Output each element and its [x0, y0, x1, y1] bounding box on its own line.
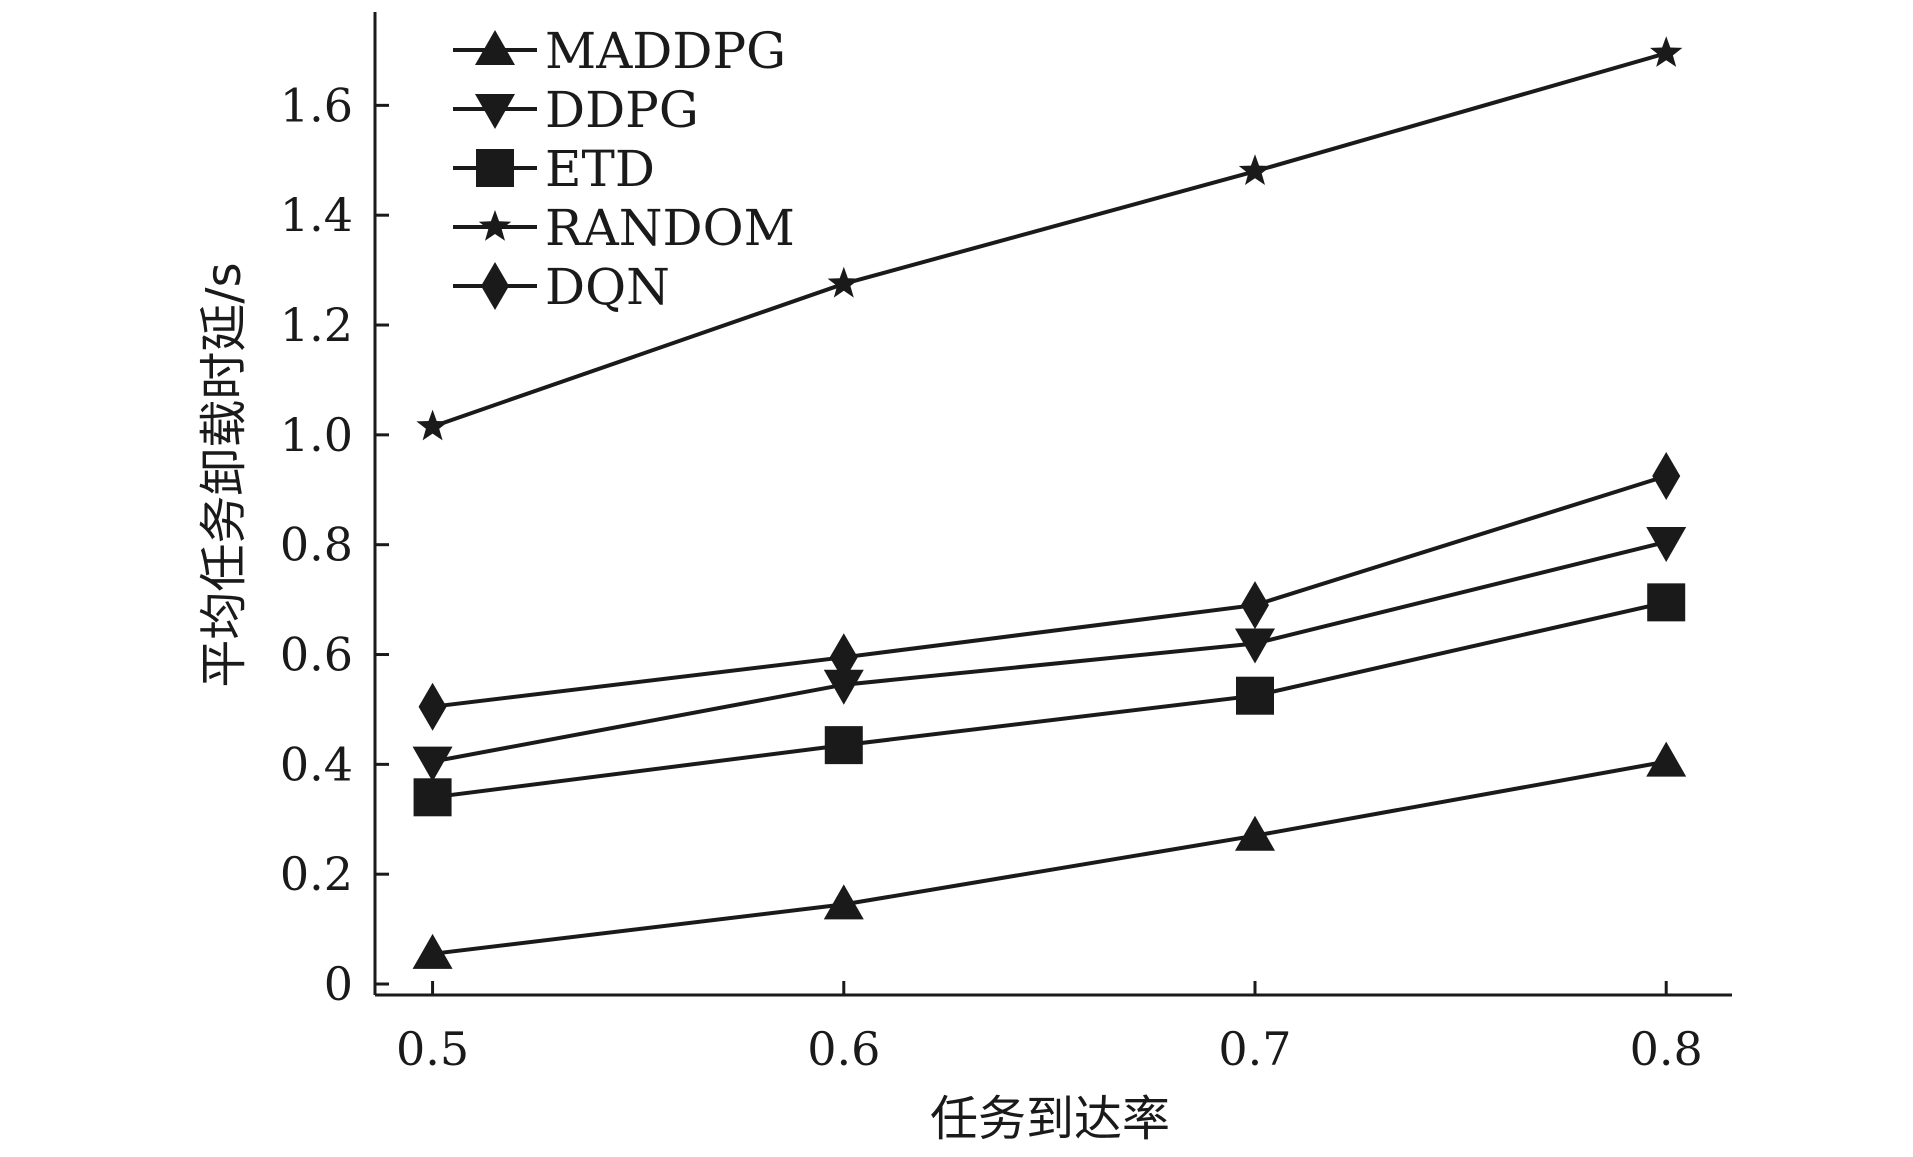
x-tick-label: 0.7: [1218, 1022, 1291, 1076]
data-point-ddpg: [1646, 526, 1687, 562]
legend-item-maddpg: MADDPG: [453, 22, 786, 80]
legend-marker-maddpg: [475, 30, 515, 65]
data-point-dqn: [829, 633, 858, 682]
series-ddpg: [412, 526, 1687, 782]
data-point-etd: [1235, 676, 1274, 715]
legend-label-random: RANDOM: [545, 199, 795, 257]
series-line-dqn: [432, 474, 1667, 709]
y-tick-label: 0.4: [280, 737, 353, 791]
legend-label-dqn: DQN: [545, 258, 670, 316]
legend-marker-etd: [476, 149, 514, 187]
data-point-random: [1238, 154, 1272, 185]
chart-series: [412, 36, 1687, 969]
legend-label-ddpg: DDPG: [545, 81, 699, 139]
data-point-etd: [413, 778, 452, 817]
data-point-ddpg: [412, 746, 453, 782]
y-tick-label: 0: [324, 957, 353, 1011]
data-point-random: [1650, 36, 1683, 67]
series-dqn: [418, 452, 1681, 731]
y-tick-label: 0.2: [280, 847, 353, 901]
data-point-dqn: [1240, 581, 1269, 630]
y-tick-label: 1.6: [280, 78, 353, 132]
legend-item-dqn: DQN: [453, 258, 670, 316]
y-tick-label: 1.4: [280, 188, 353, 242]
legend-marker-dqn: [481, 262, 509, 310]
data-point-ddpg: [1234, 628, 1275, 664]
data-point-dqn: [1652, 452, 1681, 501]
series-line-random: [431, 51, 1667, 429]
x-tick-label: 0.5: [396, 1022, 469, 1076]
y-tick-label: 1.2: [280, 298, 353, 352]
data-point-random: [416, 409, 449, 441]
x-axis-title: 任务到达率: [930, 1091, 1170, 1147]
series-line-ddpg: [432, 539, 1667, 764]
data-point-dqn: [418, 682, 447, 731]
y-tick-label: 0.6: [280, 628, 353, 682]
legend-marker-random: [478, 210, 512, 241]
series-line-maddpg: [432, 759, 1667, 956]
series-random: [416, 36, 1683, 441]
legend-label-maddpg: MADDPG: [545, 22, 786, 80]
data-point-random: [827, 266, 860, 298]
data-point-ddpg: [823, 669, 864, 705]
chart-axes: [373, 12, 1732, 997]
data-point-maddpg: [1234, 815, 1275, 851]
legend-marker-ddpg: [475, 94, 515, 129]
data-point-etd: [824, 726, 863, 765]
data-point-maddpg: [823, 884, 864, 920]
x-tick-label: 0.6: [807, 1022, 880, 1076]
data-point-etd: [1647, 583, 1686, 622]
x-tick-label: 0.8: [1630, 1022, 1703, 1076]
series-maddpg: [412, 741, 1687, 969]
data-point-maddpg: [1646, 741, 1687, 777]
y-tick-label: 1.0: [280, 408, 353, 462]
legend-item-ddpg: DDPG: [453, 81, 699, 139]
chart-ticks: 0 0.2 0.4 0.6 0.8 1.0 1.2 1.4 1.6 0.5 0.6 0.7 0.8: [280, 78, 1703, 1076]
legend-label-etd: ETD: [545, 140, 655, 198]
y-axis-title: 平均任务卸载时延/s: [196, 262, 252, 687]
legend-item-etd: ETD: [453, 140, 655, 198]
data-point-maddpg: [412, 933, 453, 969]
series-line-etd: [432, 600, 1667, 800]
legend-item-random: RANDOM: [453, 199, 795, 257]
series-etd: [413, 583, 1686, 817]
y-tick-label: 0.8: [280, 518, 353, 572]
